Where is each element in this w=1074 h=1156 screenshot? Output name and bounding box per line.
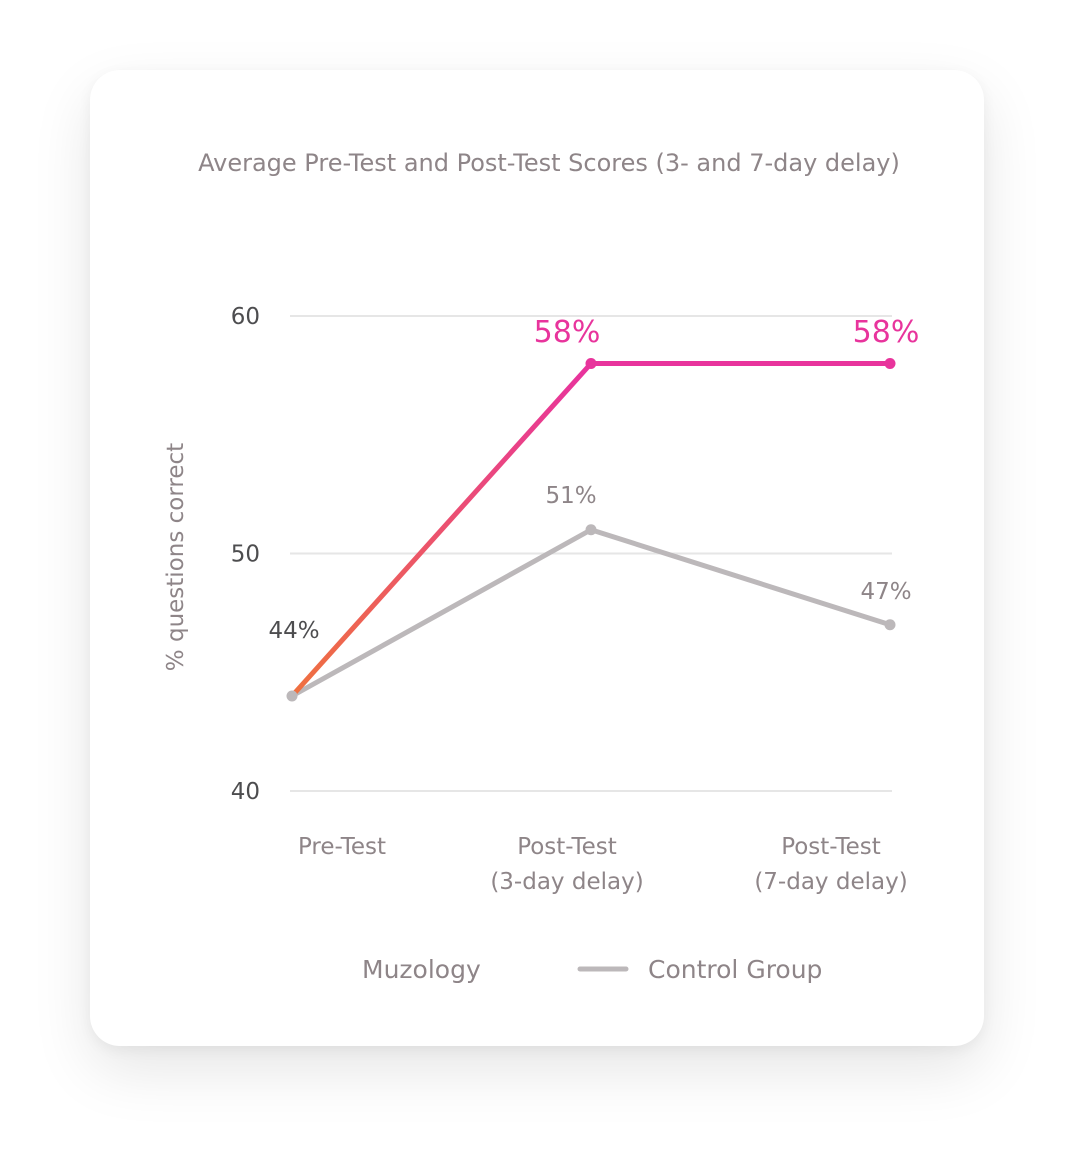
- gridlines: [290, 315, 892, 792]
- point-control-group-0: [286, 690, 298, 702]
- series-line-muzology-segment-1: [289, 361, 594, 699]
- y-axis-ticks: 60 50 40: [231, 304, 260, 805]
- data-labels: 58% 58% 44% 51% 47%: [268, 315, 919, 644]
- legend: Muzology Control Group: [289, 955, 822, 984]
- y-tick-label-60: 60: [231, 304, 260, 330]
- legend-item-control-group: Control Group: [577, 955, 822, 984]
- x-tick-label-2: Post-Test (7-day delay): [754, 834, 907, 895]
- x-tick-label-1: Post-Test (3-day delay): [490, 834, 643, 895]
- point-control-group-2: [884, 619, 896, 631]
- point-muzology-1: [585, 358, 597, 369]
- series-line-control-group: [289, 527, 893, 699]
- legend-label-control-group: Control Group: [648, 955, 822, 984]
- series-layer: [286, 358, 896, 702]
- y-axis-label: % questions correct: [163, 443, 189, 671]
- data-label-control-group-2: 47%: [860, 579, 911, 605]
- point-muzology-2: [884, 358, 896, 369]
- chart-title: Average Pre-Test and Post-Test Scores (3…: [198, 149, 900, 177]
- point-control-group-1: [585, 524, 597, 536]
- x-axis-ticks: Pre-Test Post-Test (3-day delay) Post-Test(…: [298, 834, 908, 895]
- legend-item-muzology: Muzology: [289, 955, 481, 984]
- data-label-control-group-1: 51%: [545, 483, 596, 509]
- data-label-muzology-2: 58%: [853, 315, 920, 350]
- data-label-muzology-1: 58%: [534, 315, 601, 350]
- legend-label-muzology: Muzology: [362, 955, 481, 984]
- y-tick-label-50: 50: [231, 542, 260, 568]
- y-tick-label-40: 40: [231, 779, 260, 805]
- data-label-control-group-0: 44%: [268, 618, 319, 644]
- x-tick-label-0: Pre-Test: [298, 834, 386, 860]
